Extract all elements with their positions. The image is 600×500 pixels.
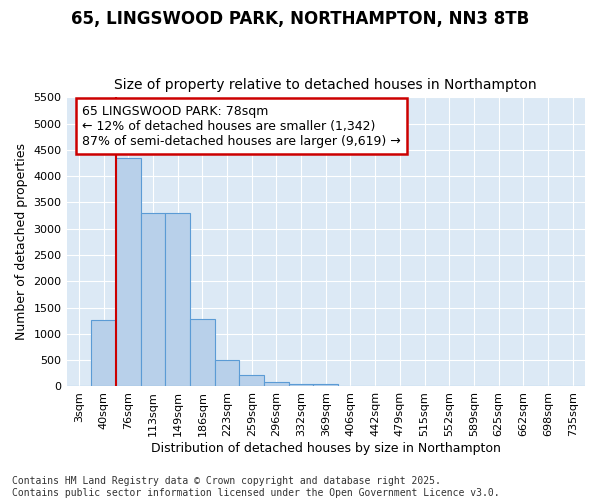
Bar: [91, 320, 116, 386]
Bar: [190, 319, 215, 386]
Bar: [215, 360, 239, 386]
X-axis label: Distribution of detached houses by size in Northampton: Distribution of detached houses by size …: [151, 442, 501, 455]
Y-axis label: Number of detached properties: Number of detached properties: [15, 144, 28, 340]
Bar: [289, 384, 313, 386]
Bar: [239, 375, 264, 386]
Bar: [264, 382, 289, 386]
Bar: [116, 158, 140, 386]
Title: Size of property relative to detached houses in Northampton: Size of property relative to detached ho…: [115, 78, 537, 92]
Bar: [140, 213, 165, 386]
Text: Contains HM Land Registry data © Crown copyright and database right 2025.
Contai: Contains HM Land Registry data © Crown c…: [12, 476, 500, 498]
Text: 65, LINGSWOOD PARK, NORTHAMPTON, NN3 8TB: 65, LINGSWOOD PARK, NORTHAMPTON, NN3 8TB: [71, 10, 529, 28]
Bar: [165, 213, 190, 386]
Text: 65 LINGSWOOD PARK: 78sqm
← 12% of detached houses are smaller (1,342)
87% of sem: 65 LINGSWOOD PARK: 78sqm ← 12% of detach…: [82, 104, 401, 148]
Bar: [313, 384, 338, 386]
